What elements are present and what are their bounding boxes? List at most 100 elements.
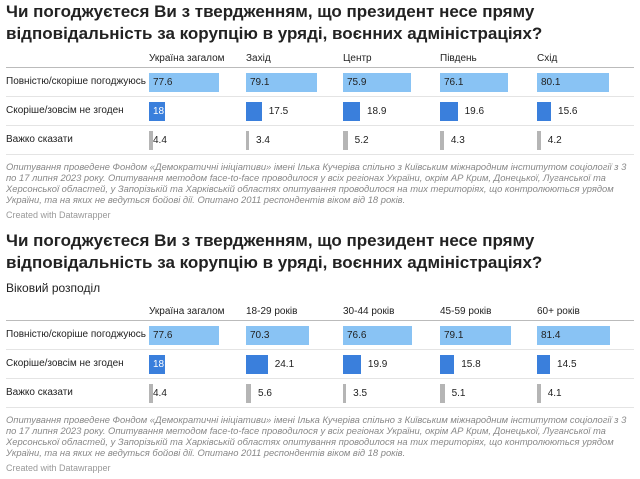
column-header: 45-59 років (440, 306, 492, 317)
bar (343, 131, 348, 150)
cell: 77.6 (146, 321, 243, 349)
bar (537, 131, 541, 150)
cell: 76.6 (340, 321, 437, 349)
row-label: Скоріше/зовсім не згоден (6, 358, 124, 369)
table-row: Важко сказати 4.4 5.6 3.5 5.1 4.1 (6, 379, 634, 408)
value-label: 79.1 (444, 330, 464, 341)
bar (246, 326, 310, 345)
chart-title: Чи погоджуєтеся Ви з твердженням, що пре… (6, 231, 543, 272)
column-header: Схід (537, 53, 558, 64)
cell: 5.2 (340, 126, 437, 154)
bar (343, 73, 412, 92)
cell: 4.3 (437, 126, 534, 154)
cell: 4.4 (146, 126, 243, 154)
column-header: 60+ років (537, 306, 580, 317)
value-label: 14.5 (557, 359, 577, 370)
cell: 18.9 (340, 97, 437, 125)
cell: 18 (146, 350, 243, 378)
bar (246, 384, 252, 403)
value-label: 80.1 (541, 77, 561, 88)
bar (149, 326, 219, 345)
column-header: Україна загалом (149, 53, 225, 64)
bar (537, 73, 610, 92)
value-label: 70.3 (250, 330, 270, 341)
table-row: Скоріше/зовсім не згоден 18 17.5 18.9 19.6 15… (6, 97, 634, 126)
column-header: Південь (440, 53, 477, 64)
bar (343, 326, 412, 345)
column-header: 18-29 років (246, 306, 298, 317)
value-label: 4.4 (153, 135, 167, 146)
value-label: 77.6 (153, 330, 173, 341)
chart-subtitle: Віковий розподіл (6, 281, 101, 295)
value-label: 3.4 (256, 135, 270, 146)
value-label: 4.4 (153, 388, 167, 399)
bar (440, 355, 455, 374)
table-row: Повністю/скоріше погоджуюсь 77.6 79.1 75.9 7… (6, 68, 634, 97)
bar (246, 102, 262, 121)
value-label: 77.6 (153, 77, 173, 88)
cell: 3.5 (340, 379, 437, 407)
cell: 79.1 (243, 68, 340, 96)
footnote: Опитування проведене Фондом «Демократичн… (6, 161, 627, 205)
table-row: Важко сказати 4.4 3.4 5.2 4.3 4.2 (6, 126, 634, 155)
row-label: Повністю/скоріше погоджуюсь (6, 329, 146, 340)
cell: 4.2 (534, 126, 631, 154)
cell: 75.9 (340, 68, 437, 96)
bar (343, 102, 360, 121)
table-row: Скоріше/зовсім не згоден 18 24.1 19.9 15.8 14… (6, 350, 634, 379)
bar (440, 131, 444, 150)
cell: 4.4 (146, 379, 243, 407)
value-label: 76.1 (444, 77, 464, 88)
credit: Created with Datawrapper (6, 463, 111, 473)
value-label: 76.6 (347, 330, 367, 341)
bar (440, 102, 458, 121)
column-header: Україна загалом (149, 306, 225, 317)
table-row: Повністю/скоріше погоджуюсь 77.6 70.3 76.6 7… (6, 321, 634, 350)
value-label: 19.6 (464, 106, 485, 117)
value-label: 19.9 (367, 359, 388, 370)
header-row: Україна загалом 18-29 років 30-44 років 45-… (6, 304, 634, 321)
chart-title: Чи погоджуєтеся Ви з твердженням, що пре… (6, 2, 543, 43)
value-label: 79.1 (250, 77, 270, 88)
bar (246, 355, 268, 374)
value-label: 24.1 (274, 359, 295, 370)
bar (537, 384, 541, 403)
bar (246, 73, 318, 92)
bar (537, 355, 551, 374)
column-header: Захід (246, 53, 271, 64)
credit: Created with Datawrapper (6, 210, 111, 220)
bar (440, 384, 445, 403)
header-spacer (6, 304, 146, 320)
cell: 19.9 (340, 350, 437, 378)
cell: 15.6 (534, 97, 631, 125)
value-label: 18.9 (367, 106, 387, 117)
bar (149, 73, 219, 92)
value-label: 4.3 (450, 135, 465, 146)
cell: 24.1 (243, 350, 340, 378)
header-row: Україна загалом Захід Центр Південь Схід (6, 51, 634, 68)
value-label: 75.9 (347, 77, 367, 88)
value-label: 5.2 (354, 135, 369, 146)
cell: 4.1 (534, 379, 631, 407)
cell: 81.4 (534, 321, 631, 349)
cell: 70.3 (243, 321, 340, 349)
bar (343, 384, 347, 403)
cell: 14.5 (534, 350, 631, 378)
row-label: Скоріше/зовсім не згоден (6, 105, 124, 116)
bar (149, 384, 153, 403)
cell: 19.6 (437, 97, 534, 125)
cell: 76.1 (437, 68, 534, 96)
row-label: Важко сказати (6, 134, 73, 145)
value-label: 4.1 (547, 388, 562, 399)
value-label: 81.4 (541, 330, 561, 341)
value-label: 15.8 (461, 359, 481, 370)
value-label: 4.2 (547, 135, 562, 146)
bar (537, 326, 611, 345)
bar (343, 355, 361, 374)
value-label: 18 (153, 359, 165, 370)
row-label: Важко сказати (6, 387, 73, 398)
value-label: 5.6 (258, 388, 272, 399)
cell: 5.1 (437, 379, 534, 407)
row-label: Повністю/скоріше погоджуюсь (6, 76, 146, 87)
